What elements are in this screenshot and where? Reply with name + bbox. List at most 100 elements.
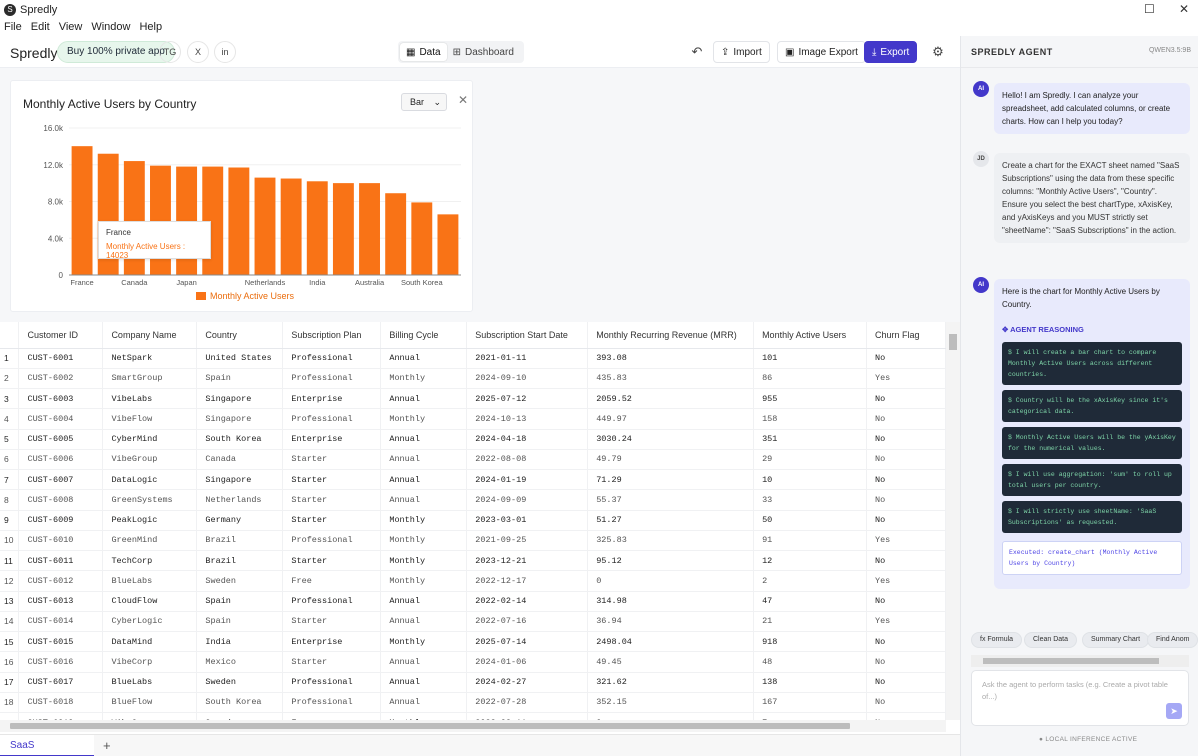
x-link[interactable]: X bbox=[187, 41, 209, 63]
cell-start-date[interactable]: 2022-02-14 bbox=[466, 591, 589, 612]
cell-billing-cycle[interactable]: Monthly bbox=[380, 550, 468, 572]
cell-monthly-active-users[interactable]: 50 bbox=[753, 510, 867, 531]
cell-subscription-plan[interactable]: Professional bbox=[282, 368, 382, 390]
cell-company-name[interactable]: VibeGroup bbox=[102, 712, 198, 720]
cell-mrr[interactable]: 352.15 bbox=[587, 692, 755, 714]
chip-find-anomalies[interactable]: Find Anom bbox=[1147, 632, 1198, 648]
table-row[interactable]: 9 CUST-6009 PeakLogic Germany Starter Monthly… bbox=[0, 510, 946, 531]
cell-monthly-active-users[interactable]: 47 bbox=[753, 591, 867, 612]
cell-customer-id[interactable]: CUST-6017 bbox=[18, 672, 104, 693]
table-row[interactable]: 2 CUST-6002 SmartGroup Spain Professional Mon… bbox=[0, 368, 946, 390]
bar-sweden[interactable] bbox=[437, 214, 459, 275]
cell-monthly-active-users[interactable]: 86 bbox=[753, 368, 867, 390]
cell-churn-flag[interactable]: No bbox=[866, 449, 946, 471]
cell-start-date[interactable]: 2021-09-25 bbox=[466, 530, 589, 552]
cell-mrr[interactable]: 49.79 bbox=[587, 449, 755, 471]
cell-country[interactable]: United States bbox=[196, 348, 284, 369]
cell-country[interactable]: Spain bbox=[196, 591, 284, 612]
cell-country[interactable]: Singapore bbox=[196, 469, 284, 491]
cell-billing-cycle[interactable]: Annual bbox=[380, 449, 468, 471]
cell-subscription-plan[interactable]: Enterprise bbox=[282, 429, 382, 450]
cell-customer-id[interactable]: CUST-6001 bbox=[18, 348, 104, 369]
cell-company-name[interactable]: BlueLabs bbox=[102, 570, 198, 592]
cell-start-date[interactable]: 2024-10-13 bbox=[466, 408, 589, 430]
menu-edit[interactable]: Edit bbox=[30, 21, 50, 33]
cell-mrr[interactable]: 314.98 bbox=[587, 591, 755, 612]
col-header-country[interactable]: Country bbox=[196, 322, 284, 349]
cell-churn-flag[interactable]: No bbox=[866, 550, 946, 572]
table-row[interactable]: 13 CUST-6013 CloudFlow Spain Professional Ann… bbox=[0, 591, 946, 612]
table-row[interactable]: 17 CUST-6017 BlueLabs Sweden Professional Ann… bbox=[0, 672, 946, 693]
close-icon[interactable]: ✕ bbox=[1179, 2, 1190, 16]
col-header-monthly-active-users[interactable]: Monthly Active Users bbox=[753, 322, 867, 349]
cell-billing-cycle[interactable]: Annual bbox=[380, 672, 468, 693]
cell-country[interactable]: Brazil bbox=[196, 530, 284, 552]
cell-country[interactable]: Spain bbox=[196, 611, 284, 633]
telegram-link[interactable]: TG bbox=[159, 41, 181, 63]
cell-churn-flag[interactable]: No bbox=[866, 510, 946, 531]
cell-monthly-active-users[interactable]: 918 bbox=[753, 631, 867, 653]
cell-country[interactable]: Mexico bbox=[196, 651, 284, 673]
cell-mrr[interactable]: 3030.24 bbox=[587, 429, 755, 450]
cell-monthly-active-users[interactable]: 138 bbox=[753, 672, 867, 693]
table-row[interactable]: 12 CUST-6012 BlueLabs Sweden Free Monthly 2022… bbox=[0, 570, 946, 592]
cell-start-date[interactable]: 2022-07-16 bbox=[466, 611, 589, 633]
cell-billing-cycle[interactable]: Monthly bbox=[380, 368, 468, 390]
cell-subscription-plan[interactable]: Starter bbox=[282, 611, 382, 633]
cell-mrr[interactable]: 2059.52 bbox=[587, 388, 755, 410]
cell-churn-flag[interactable]: No bbox=[866, 672, 946, 693]
cell-mrr[interactable]: 0 bbox=[587, 570, 755, 592]
add-sheet-button[interactable]: + bbox=[103, 738, 111, 753]
cell-billing-cycle[interactable]: Monthly bbox=[380, 510, 468, 531]
cell-start-date[interactable]: 2024-09-09 bbox=[466, 489, 589, 511]
cell-subscription-plan[interactable]: Professional bbox=[282, 530, 382, 552]
cell-start-date[interactable]: 2023-12-21 bbox=[466, 550, 589, 572]
cell-customer-id[interactable]: CUST-6009 bbox=[18, 510, 104, 531]
table-row[interactable]: 18 CUST-6018 BlueFlow South Korea Profession… bbox=[0, 692, 946, 714]
col-header-churn-flag[interactable]: Churn Flag bbox=[866, 322, 946, 349]
chip-summary-chart[interactable]: Summary Chart bbox=[1082, 632, 1150, 648]
cell-monthly-active-users[interactable]: 48 bbox=[753, 651, 867, 673]
col-header-mrr[interactable]: Monthly Recurring Revenue (MRR) bbox=[587, 322, 755, 349]
cell-company-name[interactable]: DataLogic bbox=[102, 469, 198, 491]
sheet-tab-saas-subscriptions[interactable]: SaaS Subscriptions bbox=[0, 735, 94, 756]
cell-subscription-plan[interactable]: Professional bbox=[282, 591, 382, 612]
cell-churn-flag[interactable]: No bbox=[866, 489, 946, 511]
bar-india[interactable] bbox=[306, 181, 328, 275]
cell-company-name[interactable]: NetSpark bbox=[102, 348, 198, 369]
table-row[interactable]: 7 CUST-6007 DataLogic Singapore Starter Annua… bbox=[0, 469, 946, 491]
cell-company-name[interactable]: GreenSystems bbox=[102, 489, 198, 511]
cell-monthly-active-users[interactable]: 29 bbox=[753, 449, 867, 471]
cell-customer-id[interactable]: CUST-6012 bbox=[18, 570, 104, 592]
cell-company-name[interactable]: DataMind bbox=[102, 631, 198, 653]
cell-country[interactable]: Singapore bbox=[196, 408, 284, 430]
cell-country[interactable]: Spain bbox=[196, 368, 284, 390]
cell-billing-cycle[interactable]: Monthly bbox=[380, 530, 468, 552]
cell-monthly-active-users[interactable]: 12 bbox=[753, 550, 867, 572]
table-row[interactable]: 6 CUST-6006 VibeGroup Canada Starter Annual 20… bbox=[0, 449, 946, 471]
cell-customer-id[interactable]: CUST-6018 bbox=[18, 692, 104, 714]
cell-billing-cycle[interactable]: Monthly bbox=[380, 712, 468, 720]
cell-churn-flag[interactable]: No bbox=[866, 469, 946, 491]
cell-subscription-plan[interactable]: Professional bbox=[282, 672, 382, 693]
cell-start-date[interactable]: 2022-08-08 bbox=[466, 449, 589, 471]
cell-churn-flag[interactable]: Yes bbox=[866, 570, 946, 592]
cell-subscription-plan[interactable]: Starter bbox=[282, 469, 382, 491]
cell-subscription-plan[interactable]: Free bbox=[282, 570, 382, 592]
cell-mrr[interactable]: 71.29 bbox=[587, 469, 755, 491]
scroll-thumb[interactable] bbox=[983, 658, 1159, 664]
col-header-billing-cycle[interactable]: Billing Cycle bbox=[380, 322, 468, 349]
chart-card[interactable]: Monthly Active Users by Country Bar ⌄ ✕ … bbox=[10, 80, 473, 312]
cell-customer-id[interactable]: CUST-6007 bbox=[18, 469, 104, 491]
cell-monthly-active-users[interactable]: 33 bbox=[753, 489, 867, 511]
buy-private-app-button[interactable]: Buy 100% private app bbox=[57, 41, 175, 63]
cell-monthly-active-users[interactable]: 21 bbox=[753, 611, 867, 633]
bar-united-states[interactable] bbox=[228, 167, 250, 275]
cell-mrr[interactable]: 36.94 bbox=[587, 611, 755, 633]
cell-company-name[interactable]: SmartGroup bbox=[102, 368, 198, 390]
cell-churn-flag[interactable]: No bbox=[866, 712, 946, 720]
cell-mrr[interactable]: 435.83 bbox=[587, 368, 755, 390]
col-header-start-date[interactable]: Subscription Start Date bbox=[466, 322, 589, 349]
undo-icon[interactable]: ↶ bbox=[691, 44, 703, 59]
cell-churn-flag[interactable]: Yes bbox=[866, 368, 946, 390]
